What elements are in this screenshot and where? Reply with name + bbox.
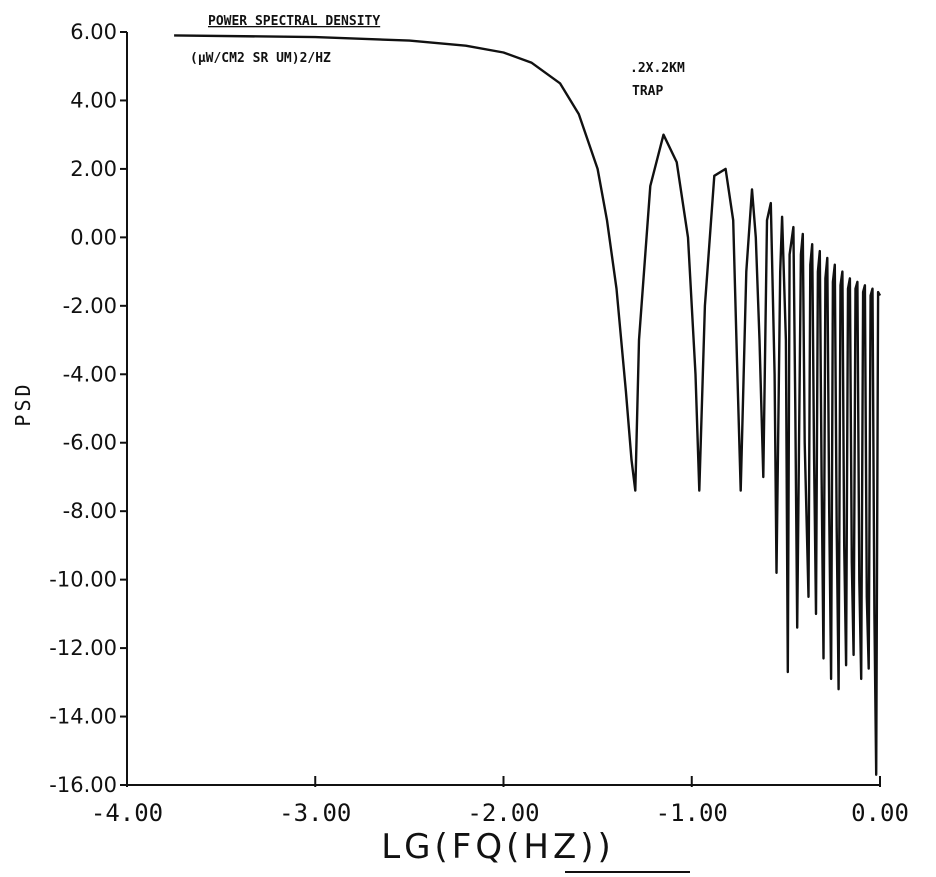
- annotation-line: .2X.2KM: [630, 61, 685, 76]
- y-tick-label: 4.00: [70, 88, 117, 112]
- y-tick-label: -2.00: [63, 294, 117, 318]
- x-tick-label: -4.00: [91, 799, 163, 827]
- series-layer: [174, 34, 882, 776]
- x-tick-label: -1.00: [656, 799, 728, 827]
- y-tick-label: -14.00: [49, 705, 117, 729]
- y-tick-label: -4.00: [63, 362, 117, 386]
- y-tick-label: 6.00: [70, 20, 117, 44]
- y-tick-label: -8.00: [63, 499, 117, 523]
- y-tick-label: -12.00: [49, 636, 117, 660]
- x-axis-label: LG(FQ(HZ)): [381, 827, 615, 867]
- chart-title: POWER SPECTRAL DENSITY: [208, 14, 380, 29]
- chart-units: (μW/CM2 SR UM)2/HZ: [190, 51, 331, 66]
- psd-series-line: [174, 34, 882, 776]
- y-tick-label: 2.00: [70, 157, 117, 181]
- axes: 6.00 4.00 2.00 0.00 -2.00 -4.00 -6.00 -8.00 -10.…: [49, 20, 909, 827]
- y-axis-label: PSD: [11, 381, 35, 426]
- annotation-line: TRAP: [632, 84, 663, 99]
- y-tick-label: -10.00: [49, 568, 117, 592]
- x-tick-label: -2.00: [467, 799, 539, 827]
- x-tick-label: 0.00: [851, 799, 909, 827]
- y-tick-label: -6.00: [63, 431, 117, 455]
- trap-annotation: .2X.2KM TRAP: [630, 61, 685, 99]
- x-tick-label: -3.00: [279, 799, 351, 827]
- y-tick-label: 0.00: [70, 225, 117, 249]
- y-tick-label: -16.00: [49, 773, 117, 797]
